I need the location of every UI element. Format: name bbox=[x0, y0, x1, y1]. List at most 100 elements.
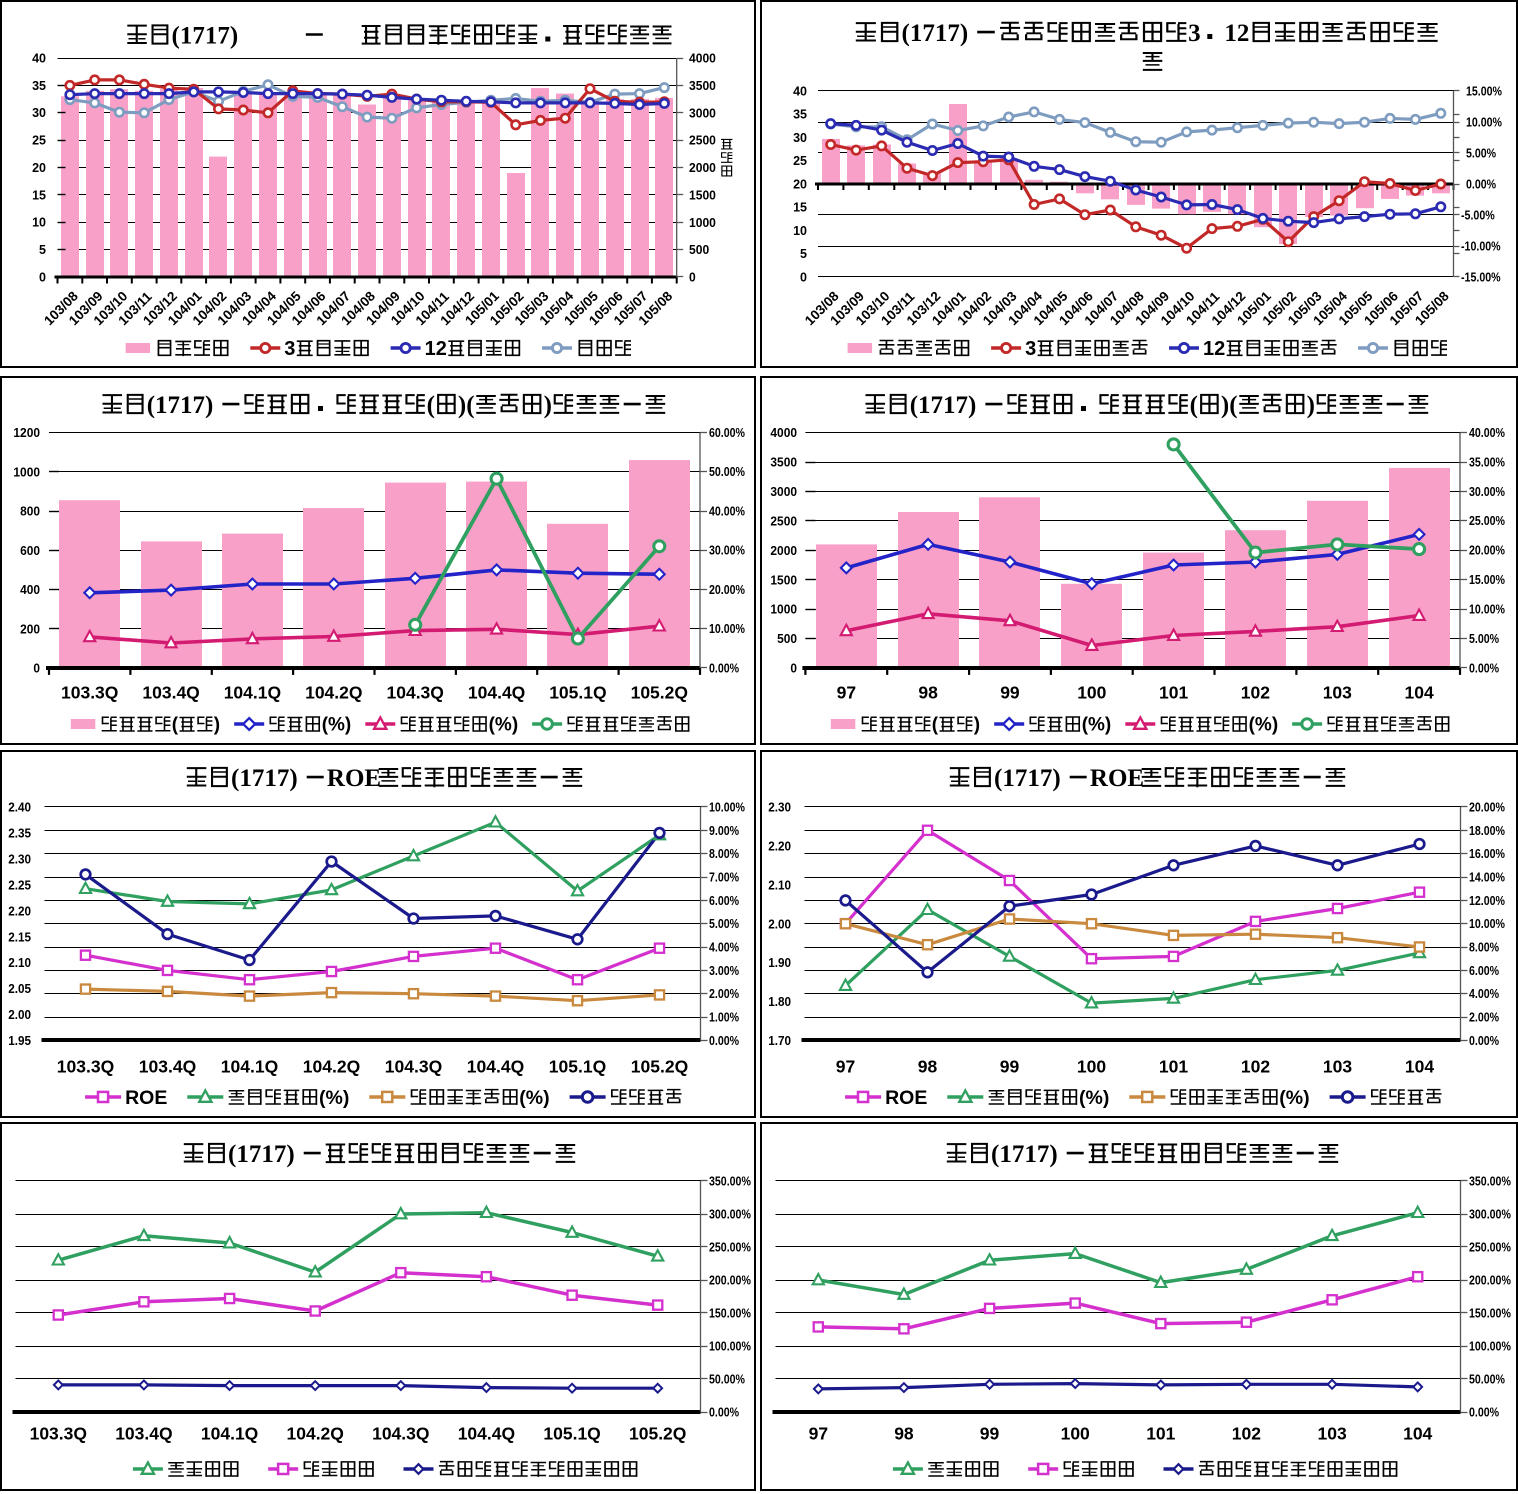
svg-text:105.2Q: 105.2Q bbox=[631, 1057, 688, 1077]
svg-text:104.3Q: 104.3Q bbox=[372, 1424, 429, 1444]
svg-text:200: 200 bbox=[20, 621, 40, 636]
svg-text:(%): (%) bbox=[519, 1087, 549, 1109]
svg-text:103: 103 bbox=[1318, 1424, 1347, 1444]
svg-text:300.00%: 300.00% bbox=[1469, 1207, 1511, 1221]
svg-text:9.00%: 9.00% bbox=[709, 824, 739, 838]
svg-text:35: 35 bbox=[793, 108, 807, 122]
svg-text:35.00%: 35.00% bbox=[1469, 455, 1505, 469]
svg-text:100: 100 bbox=[1077, 1057, 1106, 1077]
svg-text:-10.00%: -10.00% bbox=[1461, 239, 1501, 253]
svg-text:350.00%: 350.00% bbox=[1469, 1174, 1511, 1188]
svg-text:2500: 2500 bbox=[770, 513, 797, 528]
svg-text:350.00%: 350.00% bbox=[709, 1174, 751, 1188]
svg-text:0.00%: 0.00% bbox=[1469, 1034, 1499, 1048]
svg-text:40: 40 bbox=[32, 51, 46, 65]
svg-text:0: 0 bbox=[790, 661, 797, 676]
svg-text:150.00%: 150.00% bbox=[709, 1306, 751, 1320]
svg-text:3000: 3000 bbox=[689, 105, 716, 120]
svg-text:60.00%: 60.00% bbox=[709, 426, 745, 440]
svg-text:1.80: 1.80 bbox=[768, 994, 791, 1009]
svg-text:(1717): (1717) bbox=[910, 392, 983, 419]
svg-text:0.00%: 0.00% bbox=[1469, 1405, 1499, 1419]
svg-text:16.00%: 16.00% bbox=[1469, 847, 1505, 861]
svg-text:1.95: 1.95 bbox=[8, 1033, 31, 1048]
svg-text:97: 97 bbox=[836, 1057, 855, 1077]
svg-text:ROE: ROE bbox=[1090, 765, 1144, 792]
svg-text:1200: 1200 bbox=[13, 425, 40, 440]
svg-text:(%): (%) bbox=[1082, 715, 1112, 736]
svg-text:104.2Q: 104.2Q bbox=[303, 1057, 360, 1077]
svg-text:15: 15 bbox=[32, 188, 46, 202]
svg-text:10: 10 bbox=[32, 216, 46, 230]
svg-text:12.00%: 12.00% bbox=[1469, 894, 1505, 908]
svg-text:250.00%: 250.00% bbox=[1469, 1240, 1511, 1254]
svg-text:50.00%: 50.00% bbox=[1469, 1372, 1505, 1386]
svg-text:1.70: 1.70 bbox=[768, 1033, 791, 1048]
svg-text:0.00%: 0.00% bbox=[709, 1034, 739, 1048]
svg-text:98: 98 bbox=[918, 683, 938, 703]
svg-text:): ) bbox=[1307, 392, 1315, 419]
svg-text:103.4Q: 103.4Q bbox=[139, 1057, 196, 1077]
svg-text:(: ( bbox=[172, 715, 179, 736]
svg-text:(: ( bbox=[1190, 392, 1198, 419]
svg-text:3: 3 bbox=[1025, 338, 1036, 360]
svg-text:15.00%: 15.00% bbox=[1469, 573, 1505, 587]
svg-text:104.3Q: 104.3Q bbox=[385, 1057, 442, 1077]
svg-text:4000: 4000 bbox=[689, 51, 716, 66]
svg-text:ROE: ROE bbox=[885, 1087, 927, 1109]
svg-text:103.3Q: 103.3Q bbox=[30, 1424, 87, 1444]
svg-text:2.05: 2.05 bbox=[8, 981, 31, 996]
svg-text:2.20: 2.20 bbox=[8, 903, 31, 918]
svg-text:2.40: 2.40 bbox=[8, 800, 31, 815]
svg-text:500: 500 bbox=[777, 631, 797, 646]
svg-text:(1717): (1717) bbox=[147, 392, 220, 419]
svg-text:300.00%: 300.00% bbox=[709, 1207, 751, 1221]
svg-text:20: 20 bbox=[793, 177, 807, 191]
svg-text:(1717): (1717) bbox=[231, 765, 304, 792]
svg-text:40: 40 bbox=[793, 84, 807, 98]
svg-text:5: 5 bbox=[800, 247, 807, 261]
svg-text:20: 20 bbox=[32, 161, 46, 175]
svg-text:103.4Q: 103.4Q bbox=[115, 1424, 172, 1444]
svg-text:2.15: 2.15 bbox=[8, 929, 31, 944]
svg-text:10.00%: 10.00% bbox=[1469, 603, 1505, 617]
svg-text:101: 101 bbox=[1146, 1424, 1175, 1444]
svg-text:20.00%: 20.00% bbox=[1469, 800, 1505, 814]
svg-text:104.1Q: 104.1Q bbox=[221, 1057, 278, 1077]
svg-text:101: 101 bbox=[1159, 683, 1188, 703]
svg-text:3: 3 bbox=[284, 338, 295, 360]
svg-text:2.25: 2.25 bbox=[8, 877, 31, 892]
svg-text:98: 98 bbox=[918, 1057, 938, 1077]
svg-text:102: 102 bbox=[1241, 683, 1270, 703]
svg-text:(: ( bbox=[427, 392, 435, 419]
svg-text:100: 100 bbox=[1077, 683, 1106, 703]
svg-text:104: 104 bbox=[1405, 1057, 1434, 1077]
svg-text:(: ( bbox=[932, 715, 939, 736]
svg-text:104: 104 bbox=[1405, 683, 1434, 703]
svg-text:(1717): (1717) bbox=[994, 765, 1067, 792]
svg-text:99: 99 bbox=[1000, 1057, 1020, 1077]
svg-text:(%): (%) bbox=[1079, 1087, 1109, 1109]
svg-text:35: 35 bbox=[32, 79, 46, 93]
svg-text:8.00%: 8.00% bbox=[1469, 941, 1499, 955]
svg-text:10.00%: 10.00% bbox=[1466, 115, 1502, 129]
svg-text:40.00%: 40.00% bbox=[709, 504, 745, 518]
svg-text:2000: 2000 bbox=[689, 160, 716, 175]
svg-text:(1717): (1717) bbox=[902, 20, 975, 47]
svg-text:10.00%: 10.00% bbox=[1469, 917, 1505, 931]
svg-text:105.1Q: 105.1Q bbox=[549, 1057, 606, 1077]
svg-text:20.00%: 20.00% bbox=[709, 583, 745, 597]
svg-text:104.3Q: 104.3Q bbox=[387, 683, 444, 703]
svg-text:103.3Q: 103.3Q bbox=[57, 1057, 114, 1077]
svg-text:104.2Q: 104.2Q bbox=[287, 1424, 344, 1444]
svg-text:400: 400 bbox=[20, 582, 40, 597]
svg-text:250.00%: 250.00% bbox=[709, 1240, 751, 1254]
svg-text:30.00%: 30.00% bbox=[1469, 485, 1505, 499]
svg-text:3500: 3500 bbox=[770, 455, 797, 470]
svg-text:104.1Q: 104.1Q bbox=[201, 1424, 258, 1444]
svg-text:5: 5 bbox=[39, 243, 46, 257]
svg-text:14.00%: 14.00% bbox=[1469, 870, 1505, 884]
svg-text:6.00%: 6.00% bbox=[709, 894, 739, 908]
svg-text:5.00%: 5.00% bbox=[1466, 146, 1496, 160]
svg-text:10.00%: 10.00% bbox=[709, 800, 745, 814]
